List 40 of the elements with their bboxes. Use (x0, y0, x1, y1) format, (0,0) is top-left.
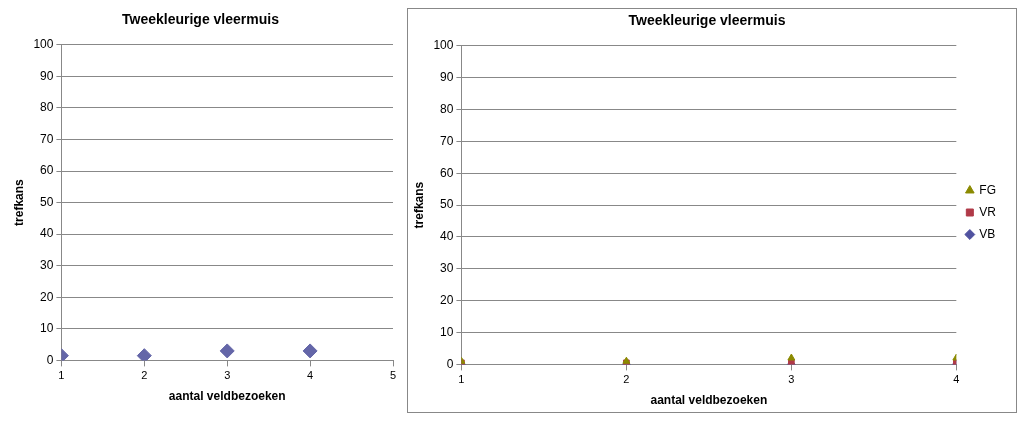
x-tick-label: 3 (788, 373, 795, 386)
x-tick-label: 2 (623, 373, 630, 386)
y-tick-label: 10 (440, 324, 454, 339)
y-tick-label: 10 (40, 321, 54, 336)
chart-title: Tweekleurige vleermuis (122, 11, 280, 28)
legend-label: VB (979, 226, 996, 241)
x-tick-label: 5 (389, 369, 397, 382)
y-tick-label: 50 (40, 194, 54, 209)
chart-title: Tweekleurige vleermuis (628, 12, 786, 29)
y-tick-label: 90 (40, 68, 54, 83)
legend-label: VR (979, 204, 997, 219)
x-tick-label: 3 (224, 369, 231, 382)
x-axis-title: aantal veldbezoeken (168, 389, 286, 404)
y-tick-label: 0 (446, 356, 454, 371)
y-tick-label: 30 (40, 258, 54, 273)
y-tick-label: 80 (440, 101, 454, 116)
y-tick-label: 40 (440, 229, 454, 244)
y-tick-label: 80 (40, 100, 54, 115)
x-tick-label: 1 (458, 373, 465, 386)
x-tick-label: 2 (141, 369, 148, 382)
y-tick-label: 40 (40, 226, 54, 241)
y-tick-label: 50 (440, 197, 454, 212)
y-tick-label: 60 (440, 165, 454, 180)
x-tick-label: 1 (58, 369, 65, 382)
y-tick-label: 60 (40, 163, 54, 178)
y-tick-label: 70 (40, 131, 54, 146)
y-tick-label: 100 (33, 37, 54, 52)
y-tick-label: 0 (46, 352, 54, 367)
y-axis-title: trefkans (411, 181, 426, 229)
y-tick-label: 30 (440, 261, 454, 276)
legend-label: FG (979, 182, 996, 197)
x-axis-title: aantal veldbezoeken (650, 393, 768, 408)
x-tick-label: 4 (953, 373, 960, 386)
x-tick-label: 4 (307, 369, 314, 382)
y-tick-label: 70 (440, 133, 454, 148)
y-tick-label: 20 (440, 292, 454, 307)
y-tick-label: 20 (40, 289, 54, 304)
y-tick-label: 90 (440, 69, 454, 84)
y-axis-title: trefkans (11, 178, 26, 226)
y-tick-label: 100 (433, 38, 454, 53)
